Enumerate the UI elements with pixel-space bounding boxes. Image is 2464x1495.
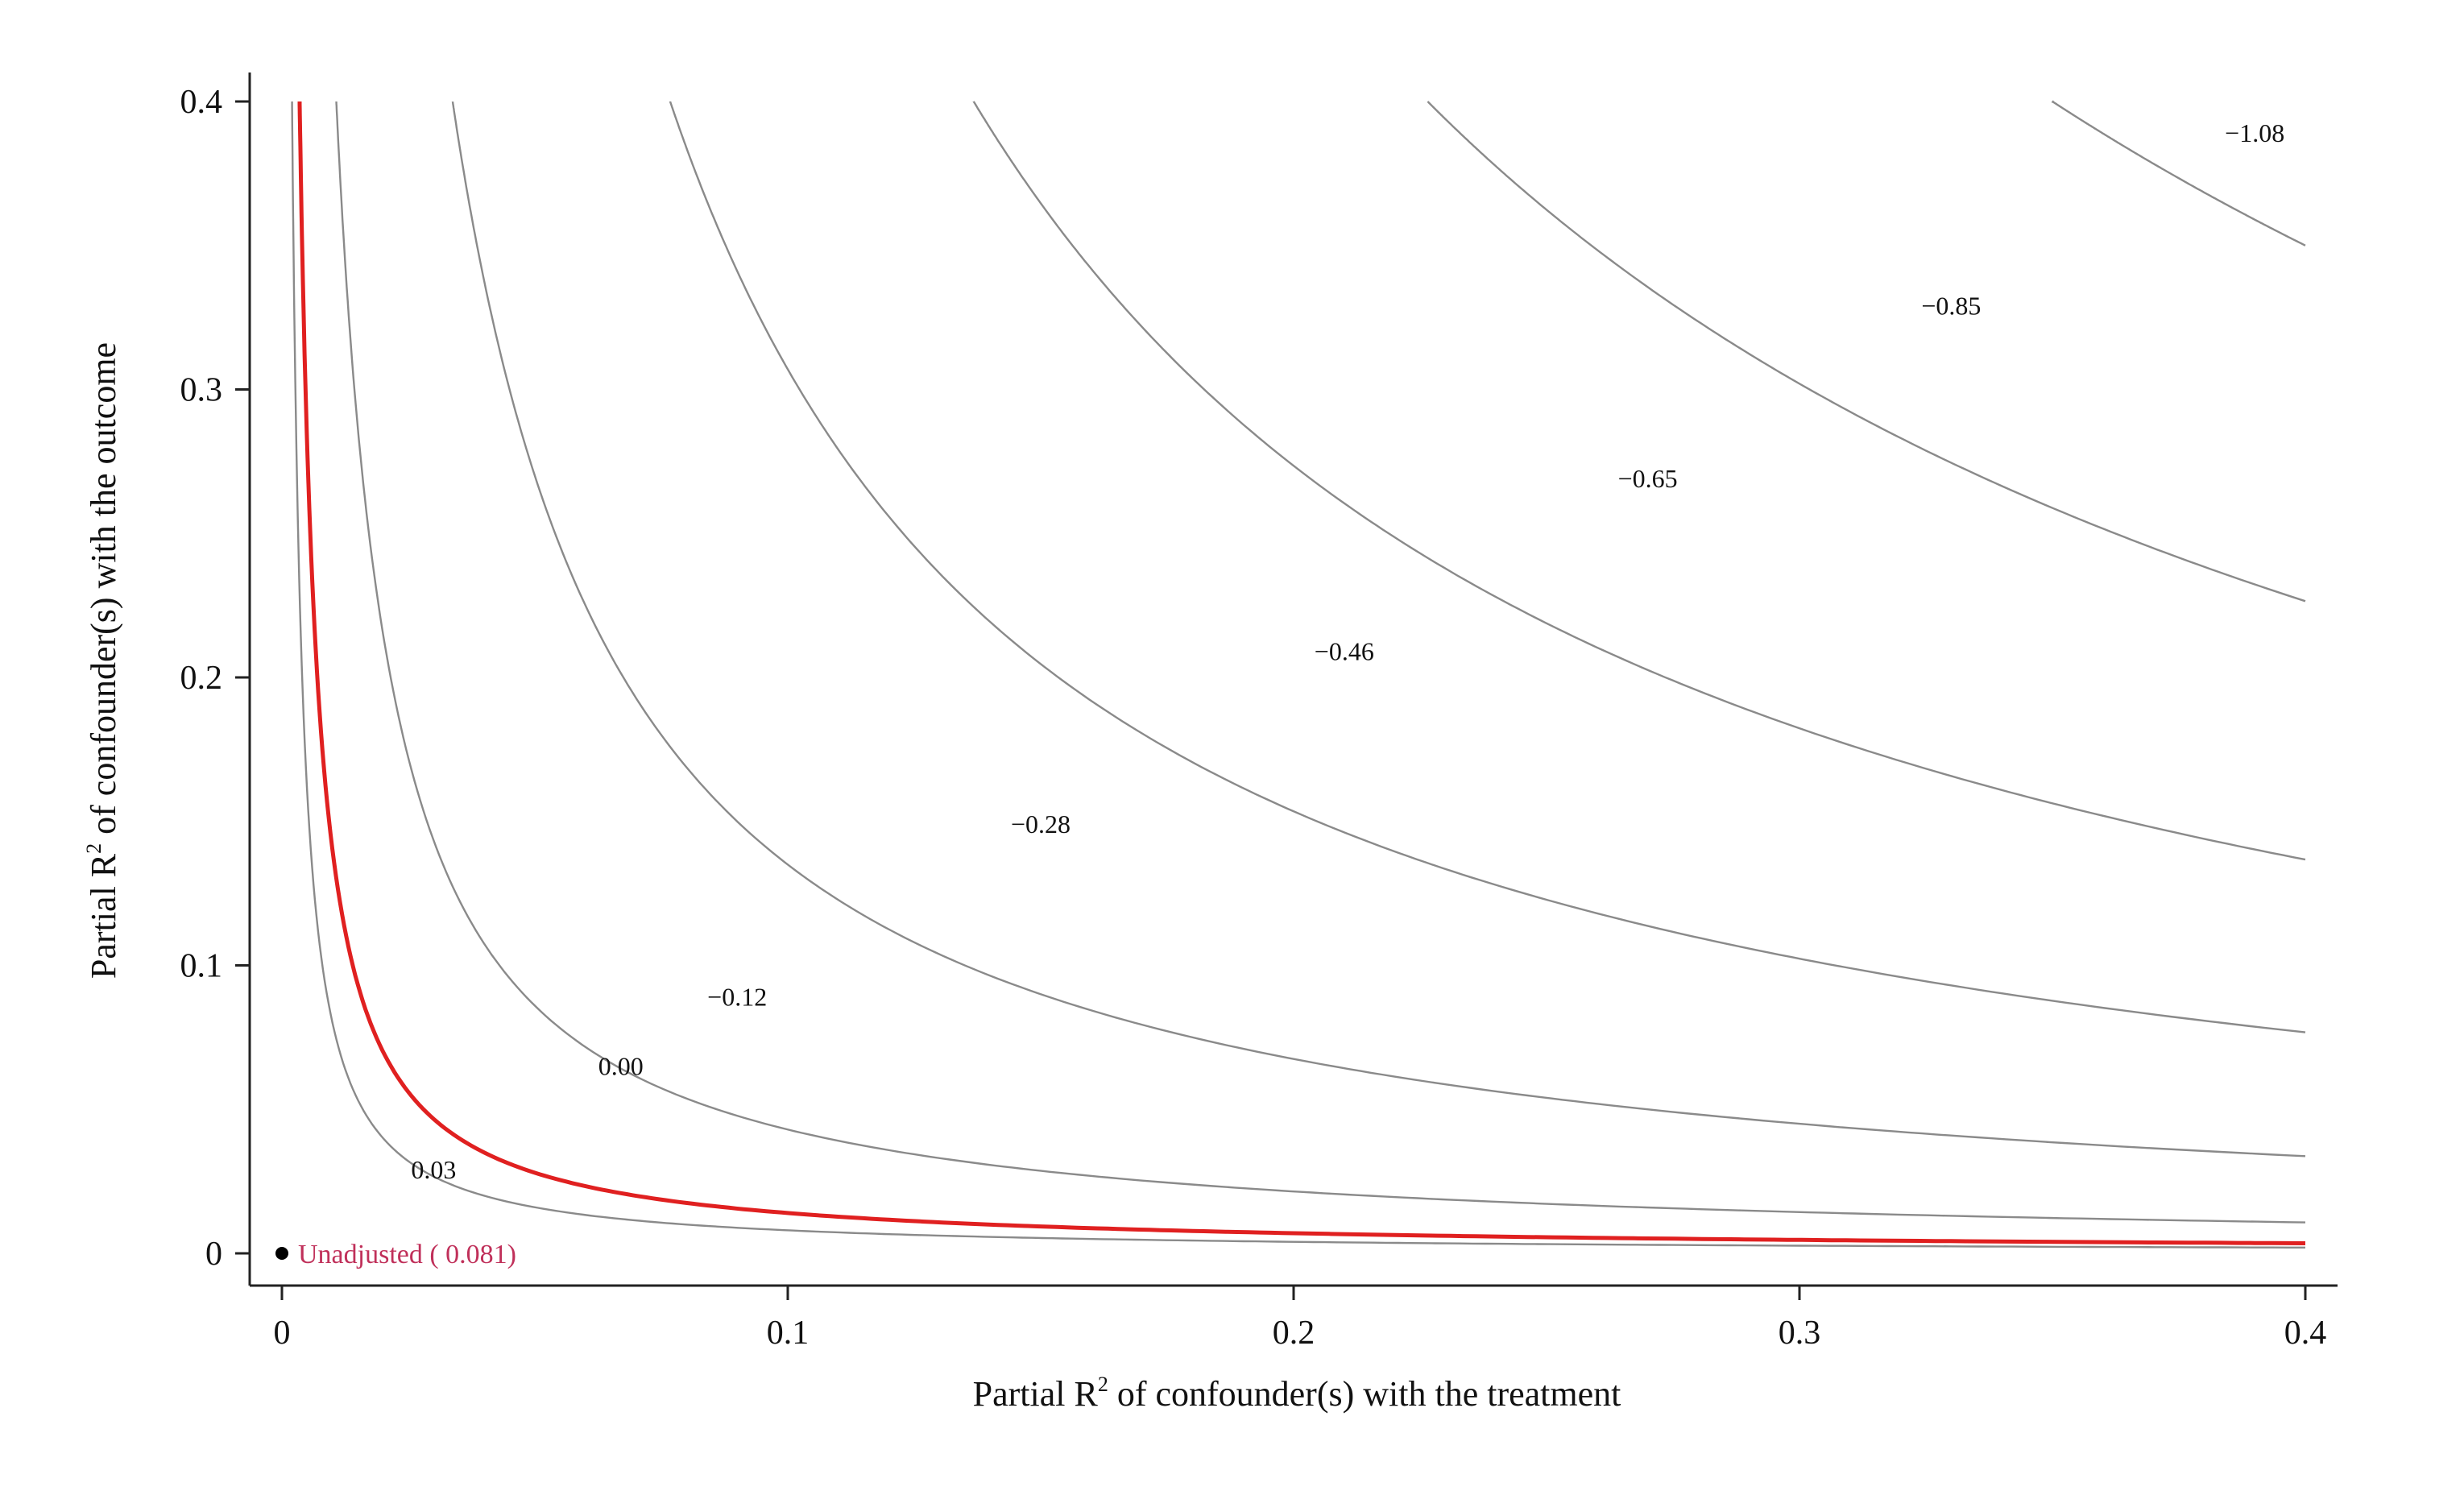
y-tick-label-1: 0.1	[180, 948, 223, 985]
contour-labels: 0.03 0.00 −0.12 −0.28 −0.46 −0.65 −0.85 −1.08	[411, 118, 2284, 1184]
y-axis-title: Partial R2 of confounder(s) with the out…	[82, 342, 123, 979]
unadjusted-label: Unadjusted ( 0.081)	[298, 1240, 516, 1269]
contour-line-2	[335, 101, 2306, 1224]
contour-label-3: −0.28	[1011, 810, 1070, 839]
y-tick-label-3: 0.3	[180, 372, 223, 409]
contour-line-3	[451, 101, 2306, 1157]
y-axis-title-before: Partial R	[84, 853, 123, 979]
unadjusted-estimate: Unadjusted ( 0.081)	[275, 1240, 516, 1269]
contour-line-0	[291, 101, 2305, 1249]
y-tick-label-2: 0.2	[180, 660, 223, 697]
threshold-line	[297, 101, 2306, 1245]
contour-label-7: −1.08	[2225, 118, 2284, 147]
unadjusted-point	[275, 1247, 288, 1260]
contour-line-7	[2051, 100, 2306, 246]
contour-line-6	[1427, 101, 2306, 603]
x-axis-title-after: of confounder(s) with the treatment	[1108, 1374, 1621, 1414]
contour-line-5	[972, 101, 2306, 861]
contour-label-4: −0.46	[1315, 637, 1374, 666]
y-tick-label-4: 0.4	[180, 84, 223, 121]
y-tick-label-0: 0	[205, 1236, 222, 1273]
x-tick-label-0: 0	[274, 1315, 291, 1352]
contour-line-4	[669, 101, 2306, 1033]
x-tick-label-2: 0.2	[1273, 1315, 1315, 1352]
y-axis-title-after: of confounder(s) with the outcome	[84, 342, 123, 843]
y-axis-title-sup: 2	[82, 843, 106, 854]
threshold-contour	[297, 101, 2306, 1245]
x-axis-title: Partial R2 of confounder(s) with the tre…	[973, 1373, 1621, 1414]
x-axis-title-before: Partial R	[973, 1374, 1099, 1414]
contour-label-0: 0.03	[411, 1155, 456, 1184]
x-tick-label-4: 0.4	[2284, 1315, 2327, 1352]
x-axis-title-sup: 2	[1098, 1373, 1108, 1396]
y-ticks: 0 0.1 0.2 0.3 0.4	[180, 84, 250, 1273]
contour-label-1: 0.00	[598, 1051, 644, 1080]
contour-label-2: −0.12	[707, 983, 767, 1012]
contour-label-6: −0.85	[1921, 292, 1981, 321]
axes	[248, 72, 2338, 1287]
contour-label-5: −0.65	[1618, 464, 1678, 493]
x-tick-label-1: 0.1	[767, 1315, 810, 1352]
x-tick-label-3: 0.3	[1779, 1315, 1821, 1352]
contour-lines	[291, 100, 2306, 1249]
x-ticks: 0 0.1 0.2 0.3 0.4	[274, 1286, 2327, 1352]
